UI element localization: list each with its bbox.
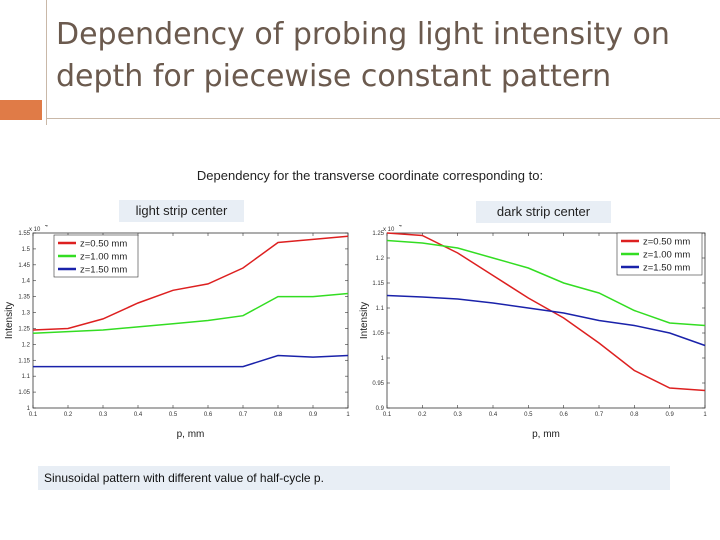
- legend-entry-1: z=0.50 mm: [80, 239, 127, 250]
- y-tick-label: 1.35: [18, 295, 30, 301]
- series-line-2: [386, 239, 706, 327]
- legend-entry-2: z=1.00 mm: [80, 252, 127, 263]
- y-tick-label: 1: [381, 356, 385, 362]
- x-tick-label: 0.9: [665, 412, 674, 418]
- y-tick-label: 1: [27, 406, 31, 412]
- series-line-3: [33, 354, 349, 368]
- x-tick-label: 1: [346, 412, 350, 418]
- y-tick-label: 1.15: [18, 358, 30, 364]
- chart-label-dark: dark strip center: [476, 201, 611, 223]
- x-tick-label: 0.8: [630, 412, 639, 418]
- y-tick-label: 1.2: [376, 256, 385, 262]
- accent-block: [0, 100, 42, 120]
- slide-title: Dependency of probing light intensity on…: [56, 17, 670, 94]
- y-tick-label: 1.1: [376, 306, 385, 312]
- y-tick-label: 1.05: [18, 390, 30, 396]
- legend-entry-1: z=0.50 mm: [643, 237, 690, 248]
- axis-multiplier: x 10: [29, 227, 41, 233]
- x-tick-label: 0.7: [239, 412, 248, 418]
- y-tick-label: 1.1: [22, 374, 31, 380]
- title-rule-horizontal: [46, 118, 720, 119]
- x-tick-label: 0.9: [309, 412, 318, 418]
- y-tick-label: 1.55: [18, 231, 30, 237]
- y-tick-label: 1.4: [22, 279, 31, 285]
- slide-caption: Sinusoidal pattern with different value …: [38, 466, 670, 490]
- x-tick-label: 0.3: [453, 412, 462, 418]
- title-rule-vertical: [46, 0, 47, 125]
- legend-entry-3: z=1.50 mm: [80, 265, 127, 276]
- axis-exponent: 4: [45, 225, 48, 229]
- series-line-2: [32, 292, 349, 334]
- x-tick-label: 0.6: [559, 412, 568, 418]
- chart-label-light: light strip center: [119, 200, 244, 222]
- y-tick-label: 0.9: [376, 406, 385, 412]
- y-tick-label: 1.25: [18, 326, 30, 332]
- x-tick-label: 0.3: [99, 412, 108, 418]
- y-tick-label: 1.25: [372, 231, 384, 237]
- x-tick-label: 0.4: [489, 412, 498, 418]
- y-tick-label: 1.5: [22, 247, 31, 253]
- series-line-1: [32, 235, 349, 331]
- x-tick-label: 0.2: [64, 412, 73, 418]
- x-tick-label: 0.7: [595, 412, 604, 418]
- y-tick-label: 1.45: [18, 263, 30, 269]
- series-line-3: [386, 294, 706, 347]
- x-tick-label: 1: [703, 412, 707, 418]
- y-axis-label: Intensity: [359, 302, 370, 339]
- legend-entry-3: z=1.50 mm: [643, 263, 690, 274]
- y-tick-label: 0.95: [372, 381, 384, 387]
- chart-light-strip: 0.1 0.2 0.3 0.4 0.5 0.6 0.7 0.8 0.9 1 1 1.05 1.1 1.15…: [4, 225, 350, 440]
- x-tick-label: 0.1: [383, 412, 392, 418]
- x-tick-label: 0.8: [274, 412, 283, 418]
- x-axis-label: p, mm: [177, 429, 205, 440]
- x-tick-label: 0.4: [134, 412, 143, 418]
- y-axis-label: Intensity: [4, 302, 15, 339]
- y-tick-label: 1.2: [22, 342, 31, 348]
- x-tick-label: 0.5: [524, 412, 533, 418]
- axis-exponent: 4: [399, 225, 402, 229]
- chart-dark-strip: 0.1 0.2 0.3 0.4 0.5 0.6 0.7 0.8 0.9 1 0.9 0.95 1 1.05…: [359, 225, 707, 440]
- x-axis-label: p, mm: [532, 429, 560, 440]
- y-tick-label: 1.15: [372, 281, 384, 287]
- y-tick-label: 1.05: [372, 331, 384, 337]
- series-line-1: [386, 232, 706, 392]
- x-tick-label: 0.6: [204, 412, 213, 418]
- legend-entry-2: z=1.00 mm: [643, 250, 690, 261]
- y-tick-label: 1.3: [22, 311, 31, 317]
- x-tick-label: 0.5: [169, 412, 178, 418]
- x-tick-label: 0.2: [418, 412, 427, 418]
- axis-multiplier: x 10: [383, 227, 395, 233]
- slide-subtitle: Dependency for the transverse coordinate…: [196, 168, 544, 183]
- x-tick-label: 0.1: [29, 412, 38, 418]
